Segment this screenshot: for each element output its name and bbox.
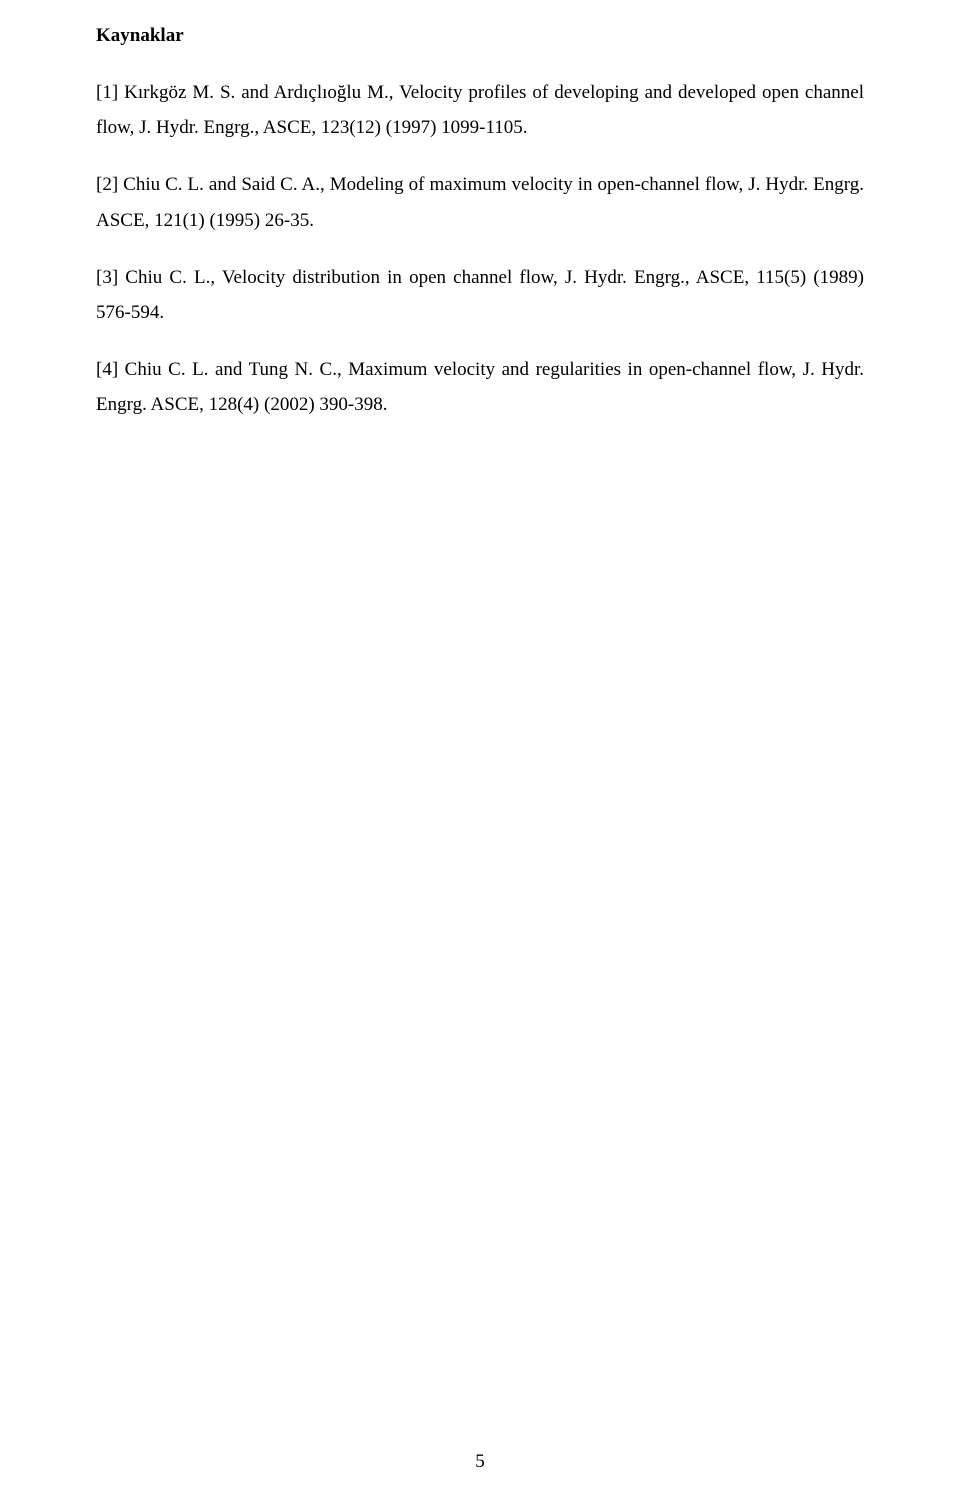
page-number: 5	[0, 1444, 960, 1479]
reference-entry: [1] Kırkgöz M. S. and Ardıçlıoğlu M., Ve…	[96, 75, 864, 145]
section-heading: Kaynaklar	[96, 18, 864, 53]
reference-entry: [2] Chiu C. L. and Said C. A., Modeling …	[96, 167, 864, 237]
reference-entry: [3] Chiu C. L., Velocity distribution in…	[96, 260, 864, 330]
reference-entry: [4] Chiu C. L. and Tung N. C., Maximum v…	[96, 352, 864, 422]
